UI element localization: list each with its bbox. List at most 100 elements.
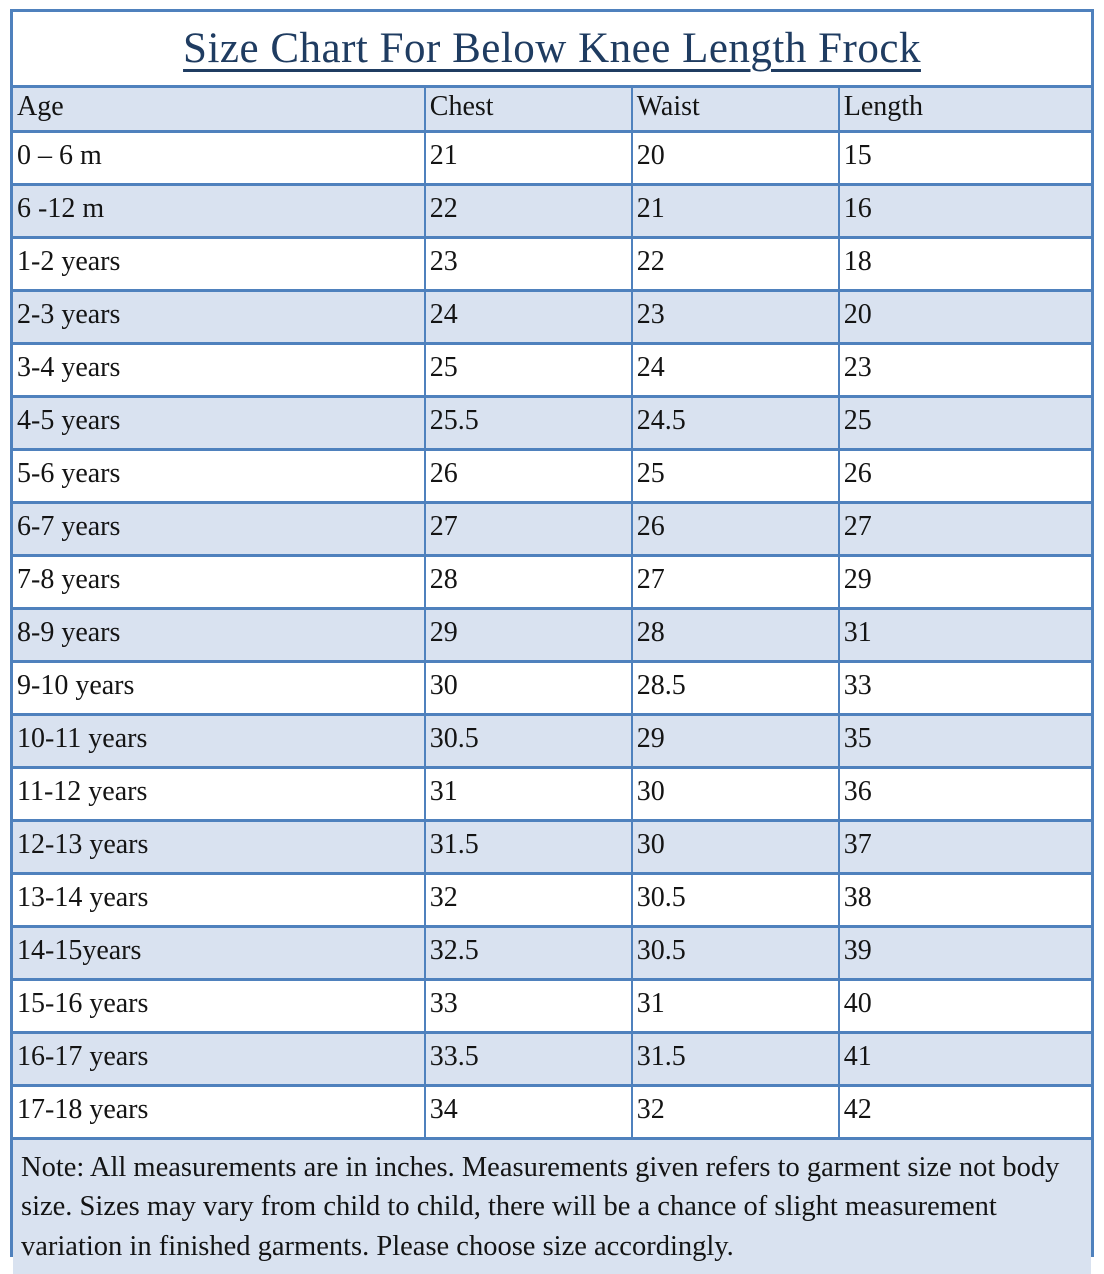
cell-age: 12-13 years (13, 819, 426, 875)
cell-age: 9-10 years (13, 660, 426, 716)
table-row: 5-6 years 26 25 26 (13, 448, 1091, 504)
column-header-chest: Chest (423, 85, 633, 133)
cell-chest: 28 (423, 554, 633, 610)
cell-age: 1-2 years (13, 236, 426, 292)
cell-waist: 31.5 (630, 1031, 840, 1087)
cell-age: 15-16 years (13, 978, 426, 1034)
cell-length: 23 (837, 342, 1091, 398)
cell-age: 10-11 years (13, 713, 426, 769)
table-row: 8-9 years 29 28 31 (13, 607, 1091, 663)
cell-length: 37 (837, 819, 1091, 875)
table-row: 1-2 years 23 22 18 (13, 236, 1091, 292)
cell-waist: 28 (630, 607, 840, 663)
table-row: 12-13 years 31.5 30 37 (13, 819, 1091, 875)
column-header-waist: Waist (630, 85, 840, 133)
table-row: 14-15years 32.5 30.5 39 (13, 925, 1091, 981)
cell-age: 11-12 years (13, 766, 426, 822)
cell-length: 41 (837, 1031, 1091, 1087)
cell-length: 35 (837, 713, 1091, 769)
cell-length: 39 (837, 925, 1091, 981)
cell-length: 26 (837, 448, 1091, 504)
cell-length: 20 (837, 289, 1091, 345)
cell-chest: 32.5 (423, 925, 633, 981)
page-title: Size Chart For Below Knee Length Frock (183, 25, 921, 72)
cell-chest: 32 (423, 872, 633, 928)
cell-chest: 31 (423, 766, 633, 822)
table-body: 0 – 6 m 21 20 15 6 -12 m 22 21 16 1-2 years 23 22 1… (13, 130, 1091, 1140)
cell-age: 13-14 years (13, 872, 426, 928)
table-row: 7-8 years 28 27 29 (13, 554, 1091, 610)
header-row: Age Chest Waist Length (13, 85, 1091, 133)
cell-waist: 28.5 (630, 660, 840, 716)
cell-length: 16 (837, 183, 1091, 239)
table-row: 3-4 years 25 24 23 (13, 342, 1091, 398)
table-row: 2-3 years 24 23 20 (13, 289, 1091, 345)
cell-age: 16-17 years (13, 1031, 426, 1087)
cell-chest: 25.5 (423, 395, 633, 451)
table-row: 13-14 years 32 30.5 38 (13, 872, 1091, 928)
table-row: 9-10 years 30 28.5 33 (13, 660, 1091, 716)
cell-waist: 30 (630, 766, 840, 822)
cell-waist: 31 (630, 978, 840, 1034)
cell-waist: 24 (630, 342, 840, 398)
column-header-length: Length (837, 85, 1091, 133)
note-text: Note: All measurements are in inches. Me… (13, 1140, 1091, 1274)
cell-length: 27 (837, 501, 1091, 557)
cell-length: 25 (837, 395, 1091, 451)
cell-waist: 30.5 (630, 872, 840, 928)
cell-waist: 22 (630, 236, 840, 292)
cell-length: 18 (837, 236, 1091, 292)
table-row: 6-7 years 27 26 27 (13, 501, 1091, 557)
cell-chest: 27 (423, 501, 633, 557)
cell-length: 36 (837, 766, 1091, 822)
cell-chest: 31.5 (423, 819, 633, 875)
table-row: 17-18 years 34 32 42 (13, 1084, 1091, 1140)
cell-waist: 20 (630, 130, 840, 186)
cell-waist: 29 (630, 713, 840, 769)
cell-length: 31 (837, 607, 1091, 663)
cell-waist: 30.5 (630, 925, 840, 981)
size-chart-sheet: Size Chart For Below Knee Length Frock A… (10, 9, 1094, 1274)
table-row: 16-17 years 33.5 31.5 41 (13, 1031, 1091, 1087)
table-row: 15-16 years 33 31 40 (13, 978, 1091, 1034)
table-row: 0 – 6 m 21 20 15 (13, 130, 1091, 186)
cell-waist: 27 (630, 554, 840, 610)
cell-chest: 23 (423, 236, 633, 292)
table-row: 11-12 years 31 30 36 (13, 766, 1091, 822)
cell-chest: 30.5 (423, 713, 633, 769)
cell-chest: 29 (423, 607, 633, 663)
cell-length: 33 (837, 660, 1091, 716)
title-band: Size Chart For Below Knee Length Frock (13, 12, 1091, 85)
cell-length: 42 (837, 1084, 1091, 1140)
cell-waist: 32 (630, 1084, 840, 1140)
cell-age: 17-18 years (13, 1084, 426, 1140)
cell-chest: 25 (423, 342, 633, 398)
cell-age: 2-3 years (13, 289, 426, 345)
cell-age: 8-9 years (13, 607, 426, 663)
cell-waist: 26 (630, 501, 840, 557)
cell-chest: 30 (423, 660, 633, 716)
cell-age: 3-4 years (13, 342, 426, 398)
column-header-age: Age (13, 85, 426, 133)
cell-waist: 21 (630, 183, 840, 239)
table-row: 6 -12 m 22 21 16 (13, 183, 1091, 239)
cell-length: 29 (837, 554, 1091, 610)
cell-waist: 30 (630, 819, 840, 875)
cell-age: 7-8 years (13, 554, 426, 610)
cell-age: 0 – 6 m (13, 130, 426, 186)
cell-waist: 24.5 (630, 395, 840, 451)
cell-age: 6-7 years (13, 501, 426, 557)
table-row: 4-5 years 25.5 24.5 25 (13, 395, 1091, 451)
cell-chest: 26 (423, 448, 633, 504)
cell-waist: 23 (630, 289, 840, 345)
cell-length: 15 (837, 130, 1091, 186)
cell-chest: 33.5 (423, 1031, 633, 1087)
cell-age: 14-15years (13, 925, 426, 981)
size-table: Age Chest Waist Length 0 – 6 m 21 20 15 6 -1… (13, 85, 1091, 1140)
cell-age: 4-5 years (13, 395, 426, 451)
cell-length: 38 (837, 872, 1091, 928)
cell-chest: 21 (423, 130, 633, 186)
cell-age: 5-6 years (13, 448, 426, 504)
cell-chest: 24 (423, 289, 633, 345)
